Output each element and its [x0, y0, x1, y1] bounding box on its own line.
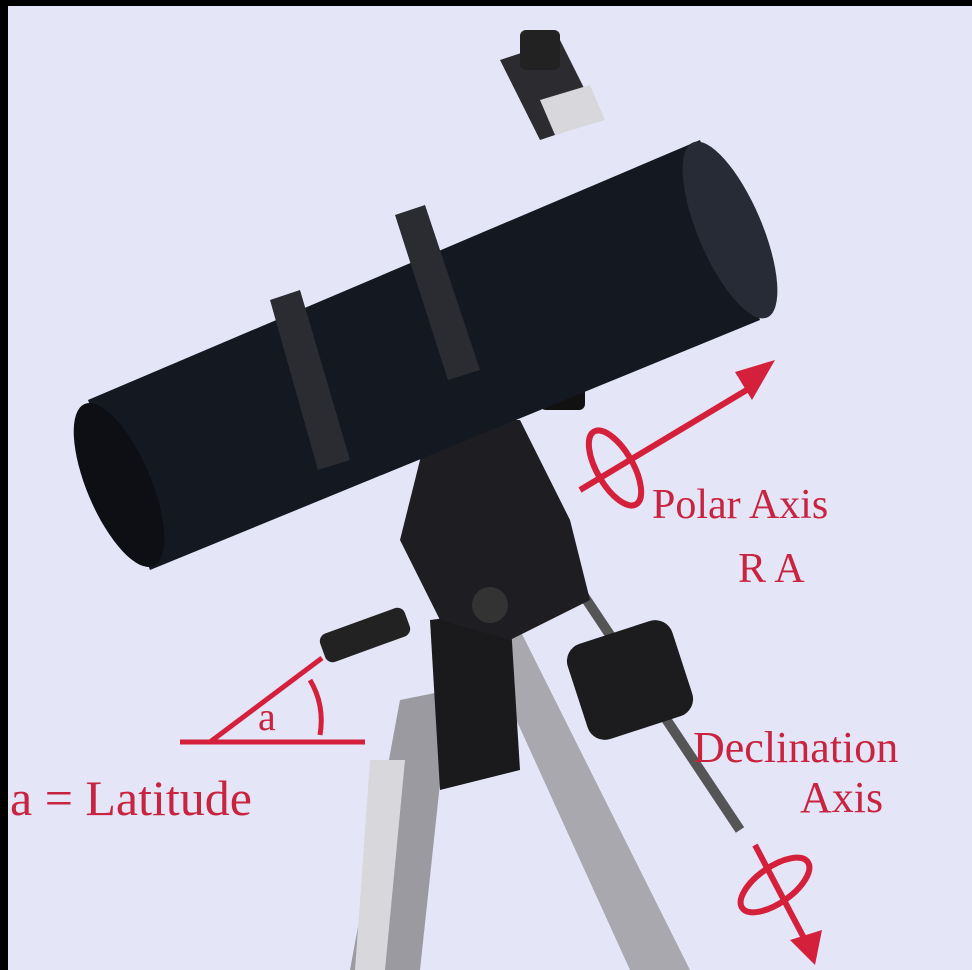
latitude-label: a = Latitude: [10, 770, 252, 826]
telescope-diagram: Polar Axis R A a a = Latitude Declinatio…: [0, 0, 972, 970]
angle-label: a: [258, 694, 276, 739]
page: Polar Axis R A a a = Latitude Declinatio…: [0, 0, 972, 970]
polar-axis-label: Polar Axis: [652, 482, 828, 528]
declination-label: Declination: [693, 723, 898, 772]
ra-label: R A: [738, 546, 805, 592]
declination-axis-label: Axis: [800, 773, 883, 822]
